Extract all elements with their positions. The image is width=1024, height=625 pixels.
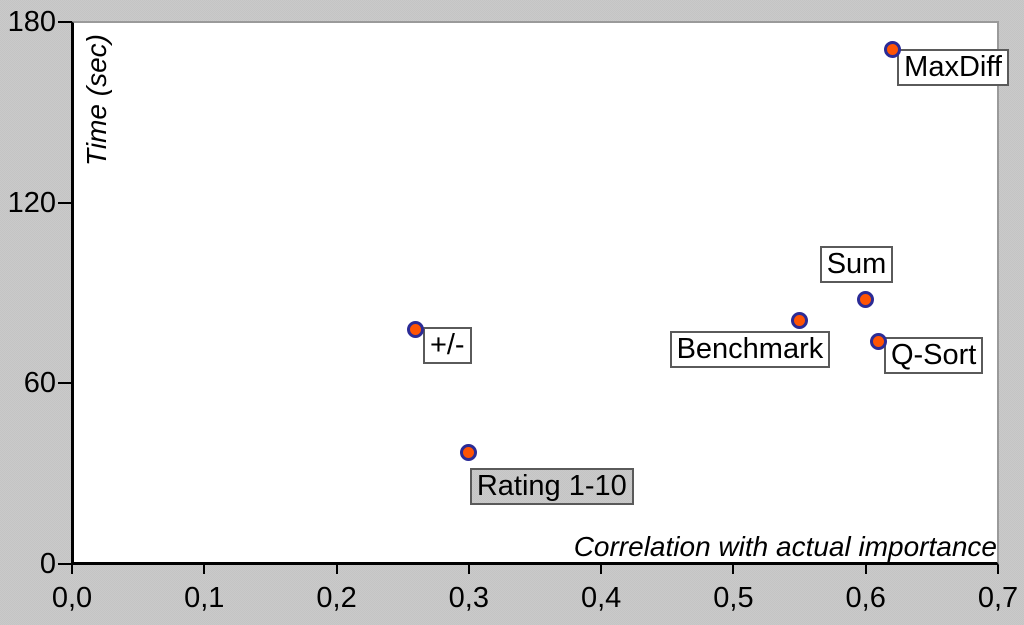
y-tick-label-60: 60 xyxy=(23,367,56,400)
y-tick-label-0: 0 xyxy=(39,548,56,580)
point-label-maxdiff: MaxDiff xyxy=(897,49,1009,87)
x-tick-0-0 xyxy=(71,565,73,574)
x-tick-label-0-3: 0,3 xyxy=(448,582,490,614)
point-label-sum: Sum xyxy=(819,246,894,284)
y-tick-180 xyxy=(58,21,72,23)
point-marker-point xyxy=(407,320,425,338)
x-tick-0-2 xyxy=(335,565,338,574)
x-tick-label-0-5: 0,5 xyxy=(713,582,754,614)
x-tick-label-0-0: 0,0 xyxy=(51,582,93,614)
y-tick-60 xyxy=(58,382,72,385)
x-tick-0-4 xyxy=(600,565,603,574)
y-tick-120 xyxy=(58,201,72,204)
point-label-point: +/- xyxy=(422,327,472,365)
x-tick-label-0-1: 0,1 xyxy=(184,582,225,614)
y-tick-0 xyxy=(58,563,72,565)
x-tick-label-0-6: 0,6 xyxy=(845,582,886,614)
x-tick-0-3 xyxy=(467,565,470,574)
point-marker-maxdiff xyxy=(883,40,901,58)
point-label-q-sort: Q-Sort xyxy=(883,337,984,375)
x-tick-label-0-7: 0,7 xyxy=(977,582,1019,614)
y-tick-label-120: 120 xyxy=(7,186,56,219)
point-marker-benchmark xyxy=(791,311,809,329)
y-axis-title: Time (sec) xyxy=(81,34,112,166)
x-tick-label-0-2: 0,2 xyxy=(316,582,357,614)
point-marker-sum xyxy=(857,290,875,308)
x-axis-title: Correlation with actual importance xyxy=(573,531,997,562)
x-tick-label-0-4: 0,4 xyxy=(580,582,622,614)
x-tick-0-7 xyxy=(997,565,999,574)
point-label-rating-1-10: Rating 1-10 xyxy=(469,467,634,505)
point-marker-rating-1-10 xyxy=(460,444,478,462)
y-tick-label-180: 180 xyxy=(7,6,56,38)
point-marker-q-sort xyxy=(870,332,888,350)
point-label-benchmark: Benchmark xyxy=(669,331,831,369)
x-tick-0-5 xyxy=(732,565,735,574)
x-tick-0-6 xyxy=(864,565,867,574)
x-tick-0-1 xyxy=(203,565,206,574)
